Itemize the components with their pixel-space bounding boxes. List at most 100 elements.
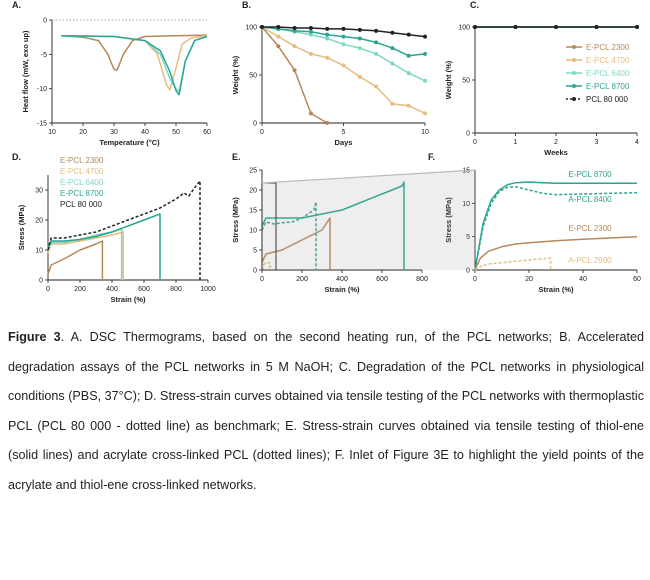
y-tick-label: 30 [35, 188, 43, 195]
y-tick-label: 20 [35, 218, 43, 225]
x-tick-label: 0 [473, 139, 477, 146]
panel-label-F: F. [428, 152, 435, 162]
x-tick-label: 400 [336, 276, 348, 283]
series-line-pcl-80-000 [47, 180, 201, 280]
panel-label-C: C. [470, 0, 479, 10]
data-point [513, 25, 518, 29]
series-line-e-pcl-2300 [261, 217, 331, 270]
data-point [406, 53, 411, 58]
data-point [423, 34, 427, 39]
y-axis-title: Stress (MPa) [231, 197, 240, 243]
x-tick-label: 20 [79, 129, 87, 136]
series-line-e-pcl-4700 [261, 26, 426, 115]
x-tick-label: 0 [260, 276, 264, 283]
panel-label-B: B. [242, 0, 251, 10]
series-line-a-pcl-2900 [474, 257, 552, 271]
inset-indicator [261, 169, 476, 271]
x-axis-title: Days [335, 138, 353, 147]
x-tick-label: 2 [554, 139, 558, 146]
y-tick-label: 50 [462, 78, 470, 85]
legend-marker [572, 58, 576, 62]
x-tick-label: 600 [138, 286, 150, 293]
data-point [308, 25, 313, 30]
series-line-e-pcl-8700 [47, 213, 161, 280]
y-tick-label: 100 [458, 25, 470, 32]
x-tick-label: 10 [48, 129, 56, 136]
data-point [406, 71, 411, 76]
series-line-e-pcl-2300 [261, 26, 328, 124]
legend-label: E-PCL 2300 [60, 156, 104, 165]
legend-marker [572, 45, 576, 49]
data-point [406, 32, 411, 37]
series-line-a-pcl-2900 [261, 262, 271, 271]
x-tick-label: 0 [260, 129, 264, 136]
series-line-e-pcl-2300 [474, 235, 638, 271]
series-line-a-pcl-8400 [261, 201, 317, 270]
x-tick-label: 200 [296, 276, 308, 283]
x-tick-label: 3 [595, 139, 599, 146]
data-point [390, 101, 395, 106]
x-tick-label: 200 [74, 286, 86, 293]
data-point [374, 84, 379, 89]
series-line-e-pcl-8700 [261, 181, 405, 270]
data-point [374, 51, 379, 56]
figure-label: Figure 3 [8, 330, 61, 344]
data-point [423, 111, 427, 116]
figure-caption: Figure 3. A. DSC Thermograms, based on t… [8, 323, 644, 500]
x-tick-label: 0 [473, 276, 477, 283]
data-point [594, 25, 599, 29]
y-tick-label: 25 [249, 168, 257, 175]
data-point [308, 111, 313, 116]
x-axis-title: Temperature (°C) [99, 138, 160, 147]
x-tick-label: 5 [342, 129, 346, 136]
y-tick-label: 100 [245, 25, 257, 32]
legend-label: E-PCL 2300 [586, 43, 630, 52]
data-point [357, 27, 362, 32]
series-line-e-pcl-6400 [47, 228, 123, 280]
x-axis-title: Strain (%) [324, 285, 360, 294]
y-tick-label: 0 [466, 268, 470, 275]
data-point [325, 26, 330, 31]
data-point [406, 103, 411, 108]
x-tick-label: 30 [110, 129, 118, 136]
y-tick-label: -15 [37, 121, 47, 128]
y-tick-label: 15 [249, 208, 257, 215]
data-point [308, 32, 313, 37]
y-tick-label: 0 [43, 18, 47, 25]
y-axis-title: Heat flow (mW, exo up) [21, 30, 30, 113]
data-point [276, 25, 281, 29]
x-tick-label: 800 [170, 286, 182, 293]
data-point [341, 26, 346, 31]
data-point [390, 30, 395, 35]
data-point [357, 36, 362, 41]
y-tick-label: 20 [249, 188, 257, 195]
data-point [357, 74, 362, 79]
data-point [390, 61, 395, 66]
data-point [423, 78, 427, 83]
x-tick-label: 4 [635, 139, 639, 146]
series-line-e-pcl-2300 [47, 240, 104, 280]
x-axis-title: Strain (%) [110, 295, 146, 304]
inset-shade [262, 170, 475, 270]
panel-label-D: D. [12, 152, 21, 162]
panel-A: A. 10 20 30 40 50 60 0 -5 -10 -15 Temperature (°C) H… [12, 0, 211, 147]
series-line-e-pcl-8700 [61, 35, 208, 96]
data-point [292, 28, 297, 33]
caption-text: . A. DSC Thermograms, based on the secon… [8, 330, 644, 492]
data-point [341, 34, 346, 39]
y-tick-label: 10 [249, 228, 257, 235]
curve-label: E-PCL 8700 [568, 170, 612, 179]
curve-label: E-PCL 2300 [568, 224, 612, 233]
data-point [341, 42, 346, 47]
panel-D: D. 0 200 400 600 800 1000 0 10 20 30 Strain (%) Stre… [12, 152, 216, 304]
legend-marker [572, 71, 576, 75]
panel-C: C. 0 1 2 3 4 0 50 100 Weeks Weight (%) E-PCL 2300 E-… [444, 0, 639, 157]
x-axis-title: Weeks [544, 148, 568, 157]
data-point [374, 40, 379, 45]
y-tick-label: 50 [249, 73, 257, 80]
x-tick-label: 60 [633, 276, 641, 283]
data-point [635, 25, 639, 29]
data-point [357, 46, 362, 51]
